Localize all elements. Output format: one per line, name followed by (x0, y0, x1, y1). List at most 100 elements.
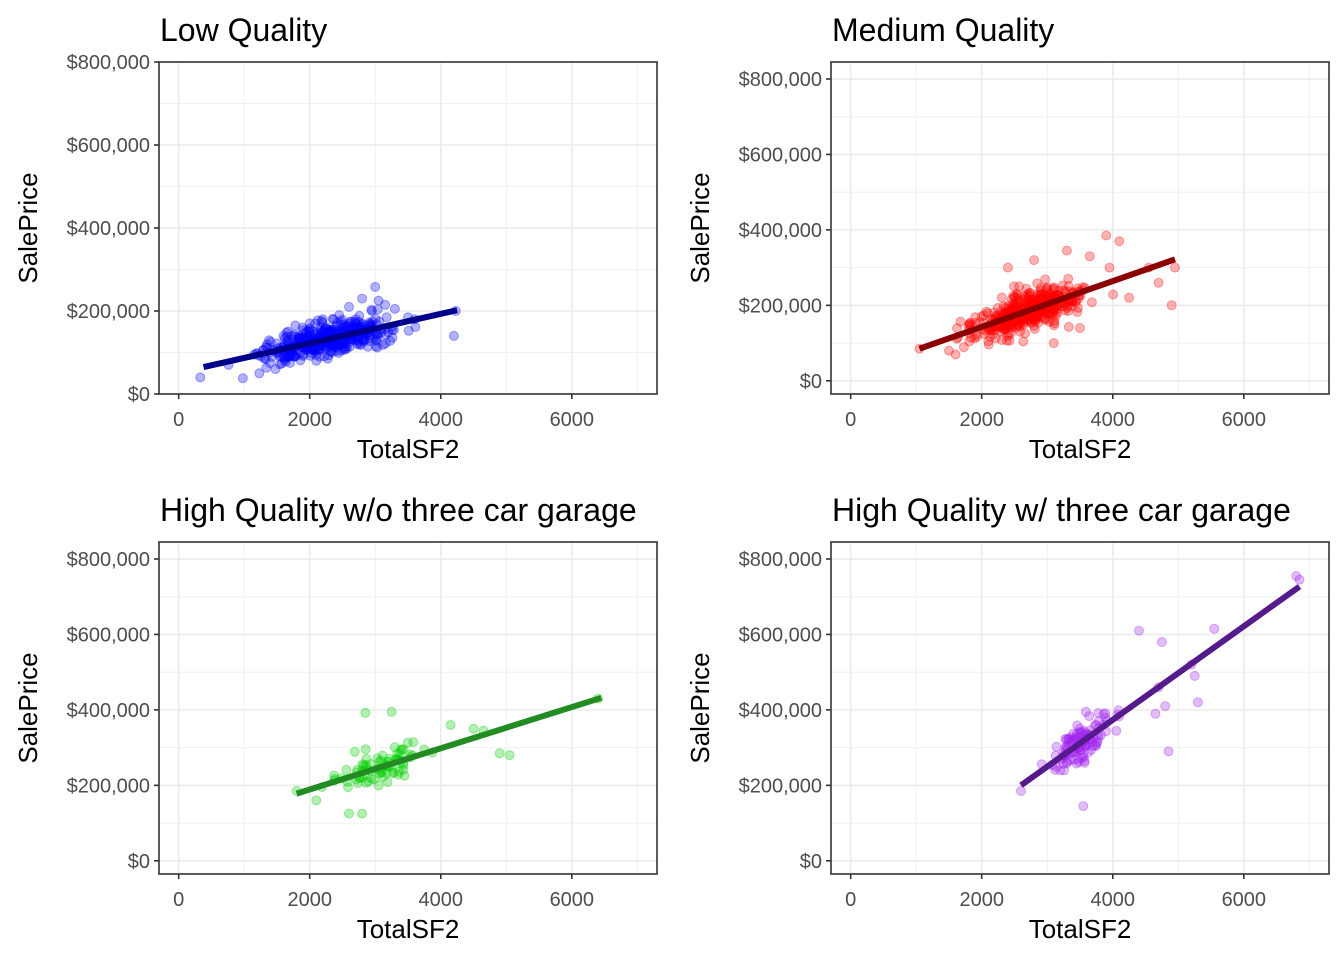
data-point (1009, 300, 1020, 311)
y-tick-label: $200,000 (67, 301, 150, 323)
data-point (346, 316, 357, 327)
data-point (344, 341, 355, 352)
data-point (1192, 697, 1203, 708)
data-point (1066, 735, 1077, 745)
data-point (1079, 726, 1090, 736)
data-point (1068, 754, 1079, 765)
data-point (1072, 720, 1083, 731)
data-point (1033, 317, 1044, 328)
data-point (1072, 302, 1083, 313)
y-tick-label: $800,000 (739, 69, 822, 91)
data-point (997, 322, 1008, 333)
data-point (1075, 728, 1086, 738)
regression-line (918, 256, 1177, 352)
data-point (319, 326, 330, 337)
data-point (1078, 750, 1088, 761)
data-point (354, 310, 365, 321)
data-point (504, 750, 515, 761)
data-point (1014, 318, 1025, 329)
data-point (380, 338, 391, 349)
data-point (1042, 308, 1053, 319)
data-point (1015, 316, 1026, 327)
data-point (1163, 746, 1174, 757)
data-point (1003, 328, 1014, 339)
data-point (308, 326, 319, 337)
data-point (300, 327, 311, 338)
data-point (1114, 236, 1125, 247)
data-point (1048, 284, 1059, 295)
data-point (326, 346, 336, 357)
data-point (958, 342, 969, 353)
y-tick-label: $600,000 (67, 135, 150, 157)
data-point (366, 773, 377, 784)
data-point (1013, 299, 1024, 310)
panel-title: Low Quality (160, 12, 327, 48)
x-tick-label: 2000 (287, 409, 332, 431)
data-point (1065, 732, 1076, 743)
data-point (494, 748, 505, 759)
data-point (1098, 709, 1109, 719)
data-point (1078, 801, 1089, 812)
data-point (1026, 312, 1037, 323)
data-point (327, 347, 338, 358)
data-point (360, 744, 371, 755)
data-point (396, 744, 407, 755)
data-point (371, 335, 382, 346)
data-point (1010, 302, 1021, 313)
data-point (992, 303, 1003, 313)
data-point (1013, 290, 1023, 301)
data-point (1291, 571, 1302, 581)
data-point (1022, 294, 1033, 305)
data-point (1294, 574, 1305, 585)
data-point (1001, 321, 1012, 332)
data-point (372, 342, 383, 353)
data-point (329, 341, 340, 352)
y-axis-title: SalePrice (13, 652, 43, 763)
data-point (331, 342, 342, 353)
data-point (1063, 306, 1074, 316)
data-point (1032, 278, 1043, 289)
x-tick-label: 6000 (1222, 889, 1267, 911)
data-point (368, 333, 379, 344)
panel-high-quality-no-three-car-garage: High Quality w/o three car garage $0 $200,… (13, 492, 658, 944)
data-point (1080, 706, 1091, 717)
data-point (1000, 324, 1011, 335)
data-point (1013, 293, 1023, 304)
data-point (317, 314, 328, 325)
plot-background (159, 542, 657, 874)
data-point (1044, 307, 1055, 318)
data-point (1021, 283, 1032, 294)
data-point (996, 306, 1007, 317)
data-point (326, 324, 337, 335)
panel-high-quality-three-car-garage: High Quality w/ three car garage $0 $200,0… (685, 492, 1330, 944)
data-point (1010, 291, 1021, 302)
data-point (371, 334, 381, 345)
data-point (309, 346, 320, 357)
panel-medium-quality: Medium Quality $0 $200,000 $400,000 $600,000… (685, 12, 1330, 464)
data-point (1166, 300, 1177, 311)
data-point (317, 327, 328, 338)
data-point (1153, 277, 1164, 288)
data-point (1170, 262, 1180, 273)
x-axis-title: TotalSF2 (1029, 914, 1132, 944)
data-point (285, 357, 296, 368)
data-point (350, 316, 361, 327)
data-point (389, 767, 399, 778)
data-point (1040, 290, 1051, 301)
y-tick-label: $800,000 (67, 52, 150, 74)
data-point (336, 345, 347, 356)
data-point (989, 307, 1000, 318)
y-tick-label: $0 (800, 371, 822, 393)
data-point (352, 339, 363, 350)
data-point (283, 352, 294, 363)
data-point (1061, 758, 1072, 769)
data-point (363, 341, 373, 352)
data-point (1021, 296, 1032, 307)
data-point (1055, 765, 1066, 776)
data-point (302, 326, 312, 337)
data-point (382, 777, 393, 788)
data-point (1009, 281, 1019, 292)
data-point (298, 350, 309, 361)
data-point (983, 339, 994, 350)
data-point (387, 768, 398, 779)
